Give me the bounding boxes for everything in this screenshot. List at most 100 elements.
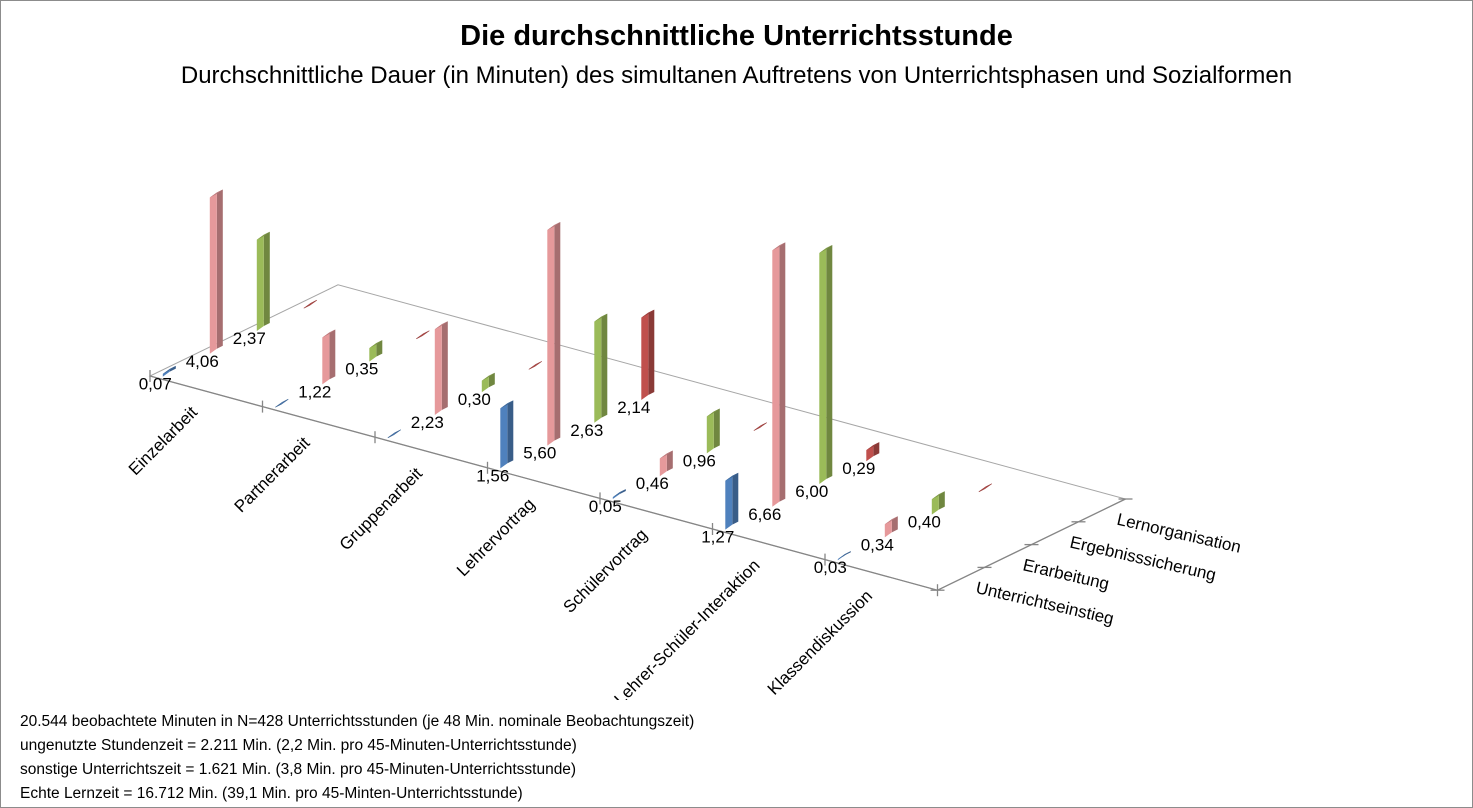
bar bbox=[641, 309, 655, 400]
bar-side-face bbox=[891, 516, 898, 533]
bar bbox=[772, 242, 786, 507]
bar-flat-marker bbox=[416, 330, 430, 340]
bar-side-face bbox=[666, 450, 673, 472]
data-label: 2,23 bbox=[411, 413, 444, 432]
data-label: 6,00 bbox=[795, 482, 828, 501]
bar-side-face bbox=[779, 242, 786, 502]
chart-axes: Einzelarbeit Partnerarbeit Gruppenarbeit Le… bbox=[125, 370, 1243, 700]
bar-side-face bbox=[507, 400, 514, 464]
data-label: 0,40 bbox=[908, 513, 941, 532]
bar-top-face bbox=[641, 309, 655, 318]
bar-top-face bbox=[500, 400, 514, 409]
chart-subtitle: Durchschnittliche Dauer (in Minuten) des… bbox=[180, 62, 1293, 89]
bar-side-face bbox=[873, 442, 880, 457]
bar-front-face bbox=[931, 494, 939, 515]
bar-side-face bbox=[441, 321, 448, 410]
bar-flat-marker bbox=[275, 398, 289, 408]
bar bbox=[547, 222, 561, 446]
chart-title: Die durchschnittliche Unterrichtsstunde bbox=[460, 20, 1013, 52]
category-label: Klassendiskussion bbox=[764, 586, 876, 698]
data-label: 0,07 bbox=[139, 375, 172, 394]
bar bbox=[659, 450, 673, 477]
bar bbox=[209, 189, 223, 354]
bar-front-face bbox=[659, 453, 667, 477]
bar bbox=[931, 491, 945, 515]
data-label: 2,63 bbox=[570, 421, 603, 440]
bar bbox=[884, 516, 898, 538]
bar bbox=[500, 400, 514, 469]
data-label: 0,05 bbox=[589, 497, 622, 516]
bar-top-face bbox=[162, 365, 176, 374]
bar-front-face bbox=[772, 245, 780, 507]
bar-front-face bbox=[819, 248, 827, 484]
bar-side-face bbox=[826, 245, 833, 479]
bar-front-face bbox=[500, 403, 508, 469]
bar-top-face bbox=[772, 242, 786, 251]
bar-front-face bbox=[547, 225, 555, 446]
bar-side-face bbox=[601, 313, 608, 418]
bar-top-face bbox=[837, 551, 851, 560]
data-label: 2,14 bbox=[617, 398, 650, 417]
chart-labels: 2,14 0,29 2,37 0,35 0,30 2,63 0,96 6,00 0,40 4,06… bbox=[139, 329, 941, 577]
bar bbox=[612, 489, 626, 499]
data-label: 0,29 bbox=[842, 459, 875, 478]
bar-top-face bbox=[547, 222, 561, 230]
bar-front-face bbox=[209, 192, 217, 354]
bar bbox=[837, 551, 851, 561]
bar-top-face bbox=[819, 245, 833, 253]
note-line: ungenutzte Stundenzeit = 2.211 Min. (2,2… bbox=[20, 737, 577, 754]
bar-side-face bbox=[376, 340, 383, 357]
data-label: 0,03 bbox=[814, 558, 847, 577]
bar-top-face bbox=[434, 321, 448, 330]
bar-top-face bbox=[866, 442, 880, 451]
data-label: 0,96 bbox=[683, 451, 716, 470]
data-label: 1,56 bbox=[476, 466, 509, 485]
bar-flat-marker bbox=[528, 361, 542, 370]
data-label: 0,46 bbox=[636, 474, 669, 493]
bar-front-face bbox=[369, 343, 377, 362]
data-label: 2,37 bbox=[233, 329, 266, 348]
bar-top-face bbox=[256, 231, 270, 240]
bar bbox=[594, 313, 608, 423]
bar-flat-marker bbox=[753, 422, 767, 431]
bar bbox=[706, 408, 720, 454]
bar-top-face bbox=[659, 450, 673, 459]
bar-top-face bbox=[706, 408, 720, 417]
category-label: Gruppenarbeit bbox=[336, 464, 426, 554]
bar-side-face bbox=[713, 408, 720, 449]
bar-flat-marker bbox=[303, 299, 317, 309]
category-axis-line bbox=[149, 375, 938, 591]
bar-top-face bbox=[612, 489, 626, 498]
bar bbox=[866, 442, 880, 462]
bar-top-face bbox=[481, 372, 495, 381]
bar-side-face bbox=[938, 491, 945, 510]
bar-front-face bbox=[725, 475, 733, 530]
data-label: 0,34 bbox=[861, 535, 894, 554]
data-label: 1,27 bbox=[701, 528, 734, 547]
bar-top-face bbox=[594, 313, 608, 322]
data-label: 0,35 bbox=[345, 360, 378, 379]
series-label: Erarbeitung bbox=[1021, 555, 1111, 593]
bar-side-face bbox=[216, 189, 223, 349]
bar-front-face bbox=[706, 411, 714, 454]
bar-side-face bbox=[619, 489, 626, 494]
chart-plot: Einzelarbeit Partnerarbeit Gruppenarbeit Le… bbox=[125, 189, 1243, 700]
bar bbox=[256, 231, 270, 331]
bar-flat-marker bbox=[978, 483, 992, 493]
category-label: Schülervortrag bbox=[559, 525, 651, 617]
bar bbox=[369, 340, 383, 362]
data-label: 6,66 bbox=[748, 505, 781, 524]
bar-side-face bbox=[648, 309, 655, 395]
bar bbox=[819, 245, 833, 484]
bar-front-face bbox=[884, 519, 892, 538]
data-label: 0,30 bbox=[458, 390, 491, 409]
category-label: Partnerarbeit bbox=[231, 433, 314, 516]
bar-top-face bbox=[322, 329, 336, 338]
bar bbox=[481, 372, 495, 393]
category-label: Einzelarbeit bbox=[125, 403, 201, 479]
bar-side-face bbox=[554, 222, 561, 441]
category-label: Lehrer-Schüler-Interaktion bbox=[611, 556, 764, 700]
note-line: Echte Lernzeit = 16.712 Min. (39,1 Min. … bbox=[20, 785, 523, 802]
bar-flat-marker bbox=[387, 429, 401, 439]
chart-bars bbox=[162, 189, 992, 561]
